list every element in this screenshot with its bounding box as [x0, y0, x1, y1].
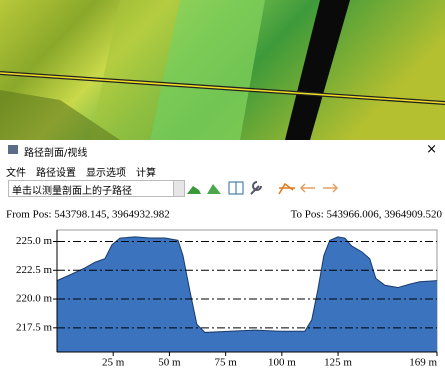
dropdown-text: 单击以测量剖面上的子路径: [12, 182, 132, 197]
tool-icon[interactable]: [279, 184, 295, 194]
tool-icon[interactable]: [251, 182, 261, 194]
tool-icon[interactable]: [301, 184, 315, 192]
x-tick-label: 125 m: [324, 357, 352, 369]
title-bar: 路径剖面/视线 ×: [0, 140, 445, 160]
x-tick-label: 50 m: [158, 357, 181, 369]
dropdown-arrow[interactable]: [173, 181, 184, 196]
menu-item[interactable]: 文件: [6, 164, 26, 179]
tool-icon[interactable]: [207, 184, 221, 194]
y-tick-label: 225.0 m: [16, 235, 53, 247]
menu-bar: 文件路径设置显示选项计算: [0, 161, 445, 177]
menu-item[interactable]: 计算: [136, 164, 156, 179]
tool-icon[interactable]: [187, 186, 201, 194]
x-tick-label: 169 m: [409, 357, 437, 369]
terrain-view: [0, 0, 445, 140]
close-button[interactable]: ×: [426, 142, 437, 157]
y-tick-label: 222.5 m: [16, 264, 53, 276]
profile-chart: From Pos: 543798.145, 3964932.982 To Pos…: [0, 205, 445, 373]
app-window: 路径剖面/视线 × 文件路径设置显示选项计算 单击以测量剖面上的子路径 From…: [0, 0, 445, 373]
from-label: From Pos: 543798.145, 3964932.982: [6, 209, 170, 221]
to-label: To Pos: 543966.006, 3964909.520: [291, 209, 443, 221]
y-tick-label: 220.0 m: [16, 293, 53, 305]
x-tick-label: 25 m: [102, 357, 125, 369]
menu-item[interactable]: 路径设置: [36, 164, 76, 179]
measure-dropdown[interactable]: 单击以测量剖面上的子路径: [8, 180, 185, 197]
x-tick-label: 75 m: [214, 357, 237, 369]
menu-item[interactable]: 显示选项: [86, 164, 126, 179]
y-tick-label: 217.5 m: [16, 321, 53, 333]
toolbar-icons: [185, 178, 345, 198]
window-title: 路径剖面/视线: [24, 144, 87, 159]
tool-icon[interactable]: [323, 184, 337, 192]
x-tick-label: 100 m: [268, 357, 296, 369]
window-icon: [8, 145, 18, 154]
